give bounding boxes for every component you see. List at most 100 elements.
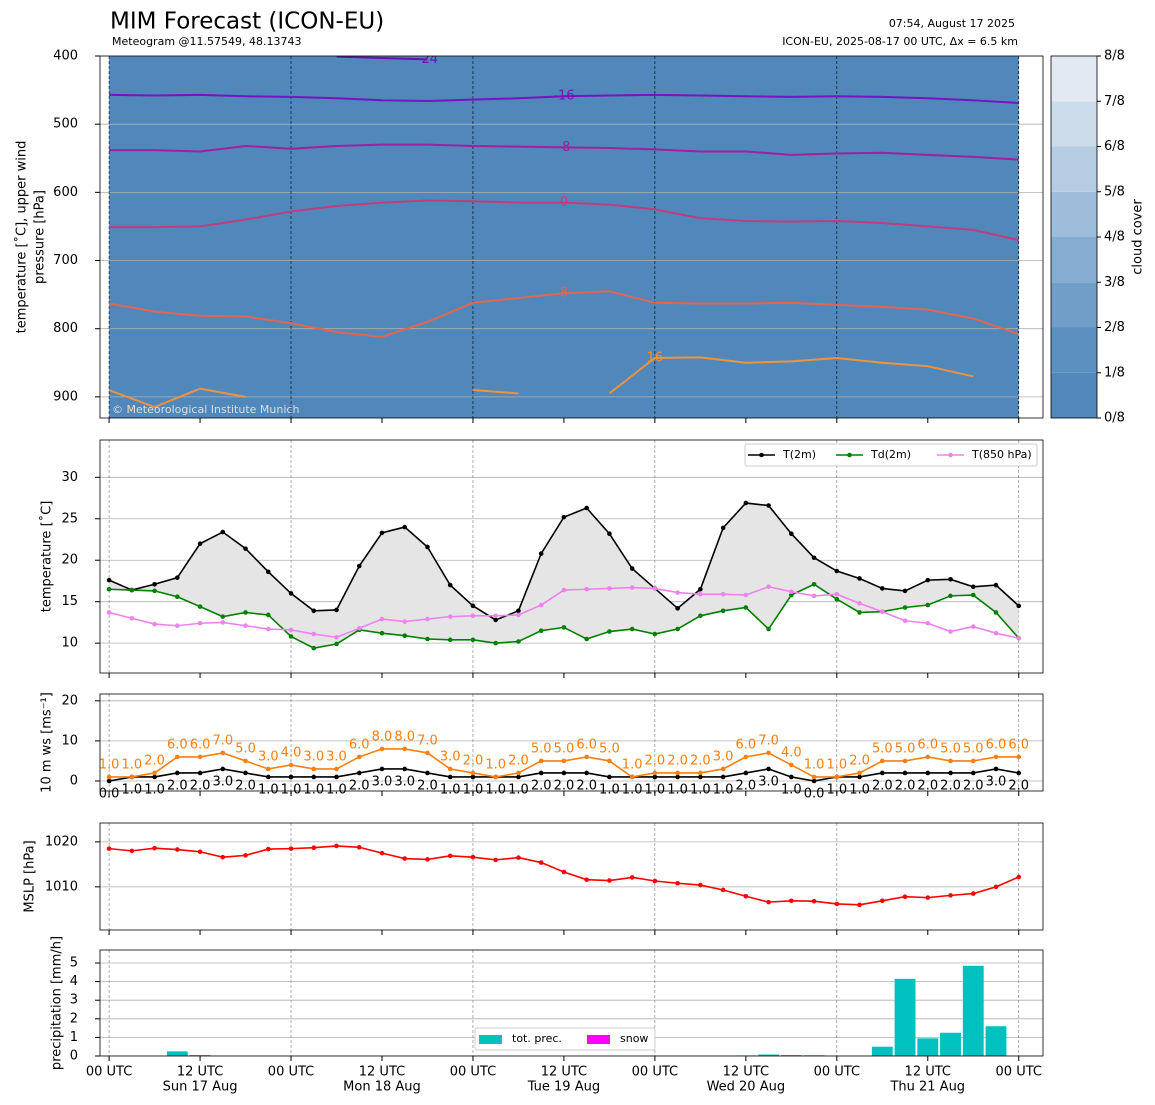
colorbar-tick-label: 5/8 [1104,184,1125,199]
colorbar-bin [1051,101,1097,147]
data-label: 6.0 [986,737,1007,752]
plot-area [100,823,1043,930]
point [629,566,635,571]
data-label: 1.0 [485,782,506,797]
point [811,774,817,780]
point [970,770,976,776]
point [516,608,521,614]
point [197,620,203,626]
point [902,588,908,594]
data-label: 8.0 [372,729,393,744]
y-tick-label: 400 [53,49,78,64]
point [743,500,749,506]
data-label: 6.0 [167,737,188,752]
point [925,577,931,583]
point [857,610,862,615]
data-label: 1.0 [690,782,711,797]
point [493,774,498,780]
data-label: 3.0 [713,749,734,764]
y-tick-label: 20 [61,693,78,708]
data-label: 2.0 [144,753,165,768]
point [265,569,271,575]
point [561,869,567,875]
data-label: 6.0 [576,737,597,752]
point [698,774,703,780]
point [675,880,680,886]
point [789,774,794,780]
y-tick-label: 3 [70,993,78,1008]
data-label: 7.0 [417,733,438,748]
x-date-label: Wed 20 Aug [707,1080,786,1095]
data-label: 4.0 [281,745,302,760]
point [311,608,317,614]
point [379,630,385,636]
point [925,602,931,608]
legend-label: T(2m) [782,448,816,461]
point [993,582,999,588]
bar [871,1046,893,1056]
point [834,591,840,597]
colorbar-tick-label: 7/8 [1104,94,1125,109]
data-label: 2.0 [576,778,597,793]
colorbar-tick-label: 8/8 [1104,49,1125,64]
y-tick-label: 20 [61,553,78,568]
point [470,613,476,619]
point [743,605,749,610]
data-label: 5.0 [599,741,620,756]
point [561,514,567,520]
data-label: 1.0 [485,757,506,772]
point [152,621,157,627]
data-label: 2.0 [349,778,370,793]
run-time: 07:54, August 17 2025 [889,17,1015,30]
data-label: 3.0 [372,774,393,789]
data-label: 6.0 [1008,737,1029,752]
point [106,778,112,784]
point [902,605,908,610]
data-label: 2.0 [417,778,438,793]
isotherm-label: 16 [647,351,664,366]
y-tick-label: 2 [70,1011,78,1026]
point [879,586,885,591]
point [379,616,385,622]
point [789,898,794,904]
data-label: 1.0 [804,757,825,772]
point [970,584,976,590]
data-label: 3.0 [212,774,233,789]
data-label: 1.0 [144,782,165,797]
point [379,530,385,536]
data-label: 5.0 [235,741,256,756]
data-label: 3.0 [258,749,279,764]
point [334,641,339,647]
point [720,774,726,780]
point [129,774,135,780]
point [811,898,817,904]
point [220,620,226,625]
point [652,770,658,776]
data-label: 1.0 [258,782,279,797]
point [902,770,908,776]
plot-area [100,440,1043,673]
point [584,754,589,760]
point [629,585,635,590]
point [288,591,294,596]
point [175,847,180,852]
point [106,774,112,780]
y-axis-label: pressure [hPa] [33,190,48,284]
point [538,602,544,608]
data-label: 1.0 [826,757,847,772]
point [970,624,976,629]
y-tick-label: 0 [70,1049,78,1064]
data-label: 1.0 [599,782,620,797]
point [311,845,317,851]
x-date-label: Tue 19 Aug [527,1080,600,1095]
point [948,758,953,764]
point [106,586,112,592]
axes-frame [99,439,1044,674]
point [106,610,112,615]
point [106,577,112,583]
data-label: 5.0 [963,741,984,756]
colorbar-label: cloud cover [1131,199,1146,275]
point [948,593,953,599]
colorbar-bin [1051,372,1097,418]
colorbar-tick-label: 0/8 [1104,411,1125,426]
